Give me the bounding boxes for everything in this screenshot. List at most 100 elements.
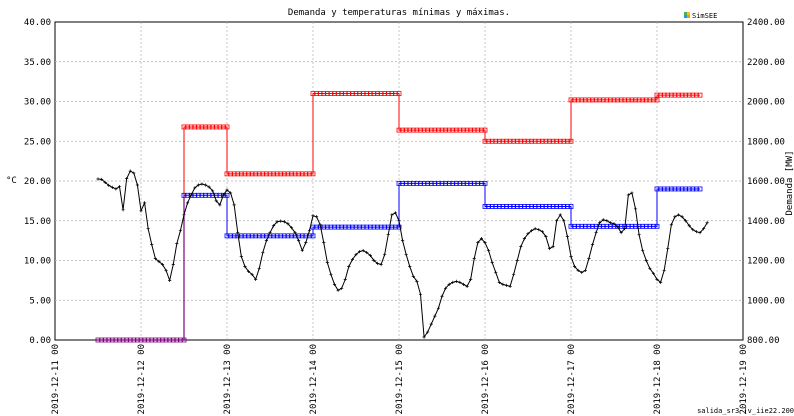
demand-point [701,227,706,231]
demand-point [558,213,562,217]
demand-point [422,335,426,339]
demand-point [483,241,487,245]
series-point [299,171,305,177]
series-point [633,97,638,103]
series-point [672,92,678,98]
series-point [568,223,574,229]
series-point [242,171,248,177]
series-point [679,92,685,98]
demand-point [304,241,308,245]
zero-baseline [95,195,187,343]
demand-point [619,231,623,235]
y-tick-label-right: 1800.00 [747,137,785,147]
demand-point [239,254,243,259]
series-point [565,204,570,209]
series-point [665,186,671,192]
series-point [203,192,208,198]
series-point [238,171,244,177]
series-point [532,138,538,144]
series-point [500,204,506,209]
series-point [643,97,649,103]
series-point [550,138,556,144]
series-point [636,223,642,229]
series-point [224,124,230,130]
series-point [224,171,230,177]
demand-point [551,244,555,249]
x-tick-label: 2019-12-14 00 [309,344,319,414]
series-point [661,92,667,98]
series-point [536,204,542,209]
series-point [543,204,549,209]
series-point [400,127,405,133]
series-point [253,171,259,177]
demand-point [662,268,666,273]
series-point [181,124,187,130]
series-point [522,204,527,209]
series-point [396,224,402,230]
demand-point [633,207,638,211]
series-point [446,180,452,186]
series-point [410,127,416,133]
zero-point [152,337,158,343]
legend-swatch [684,15,687,18]
demand-point [454,279,458,283]
series-point [489,204,495,209]
series-point [443,127,448,133]
demand-point [415,279,419,283]
demand-point [676,213,681,217]
series-point [668,92,674,98]
zero-point [145,337,151,343]
zero-point [124,337,130,343]
series-demand [96,169,709,339]
series-point [403,180,409,186]
footer-text: salida_sr3 (v_iie22.200 [697,407,794,415]
demand-point [608,221,613,225]
demand-point [196,183,200,187]
demand-point [519,244,523,249]
series-point [683,92,689,98]
y-tick-label-right: 800.00 [747,336,780,346]
demand-point [418,292,423,296]
demand-point [508,284,512,288]
series-point [224,233,230,239]
demand-point [168,278,172,282]
series-point [496,138,502,144]
demand-point [107,183,111,187]
series-point [518,204,524,209]
y-tick-label-right: 1400.00 [747,217,785,227]
series-point [694,92,699,98]
demand-point [601,218,605,222]
series-point [210,124,216,130]
series-point [407,127,413,133]
series-point [543,138,549,144]
demand-point [325,260,329,265]
series-point [694,186,699,192]
series-point [547,204,552,209]
series-point [514,204,520,209]
series-point [410,180,416,186]
series-point [396,91,402,96]
series-point [496,204,502,209]
series-point [604,97,610,103]
series-point [590,97,595,103]
demand-point [590,243,595,247]
y-axis-label-right: Demanda [MW] [785,150,794,215]
series-point [464,180,470,186]
demand-point [479,237,484,241]
series-point [260,171,266,177]
series-point [432,180,438,186]
series-point [274,171,280,177]
series-point [539,138,545,144]
series-line [98,182,700,341]
series-point [514,138,520,144]
series-point [475,127,481,133]
demand-point [529,229,534,233]
series-point [403,127,409,133]
zero-point [167,337,173,343]
series-point [278,233,284,239]
series-point [568,204,574,209]
series-point [557,138,563,144]
series-point [310,224,316,230]
series-point [597,97,603,103]
